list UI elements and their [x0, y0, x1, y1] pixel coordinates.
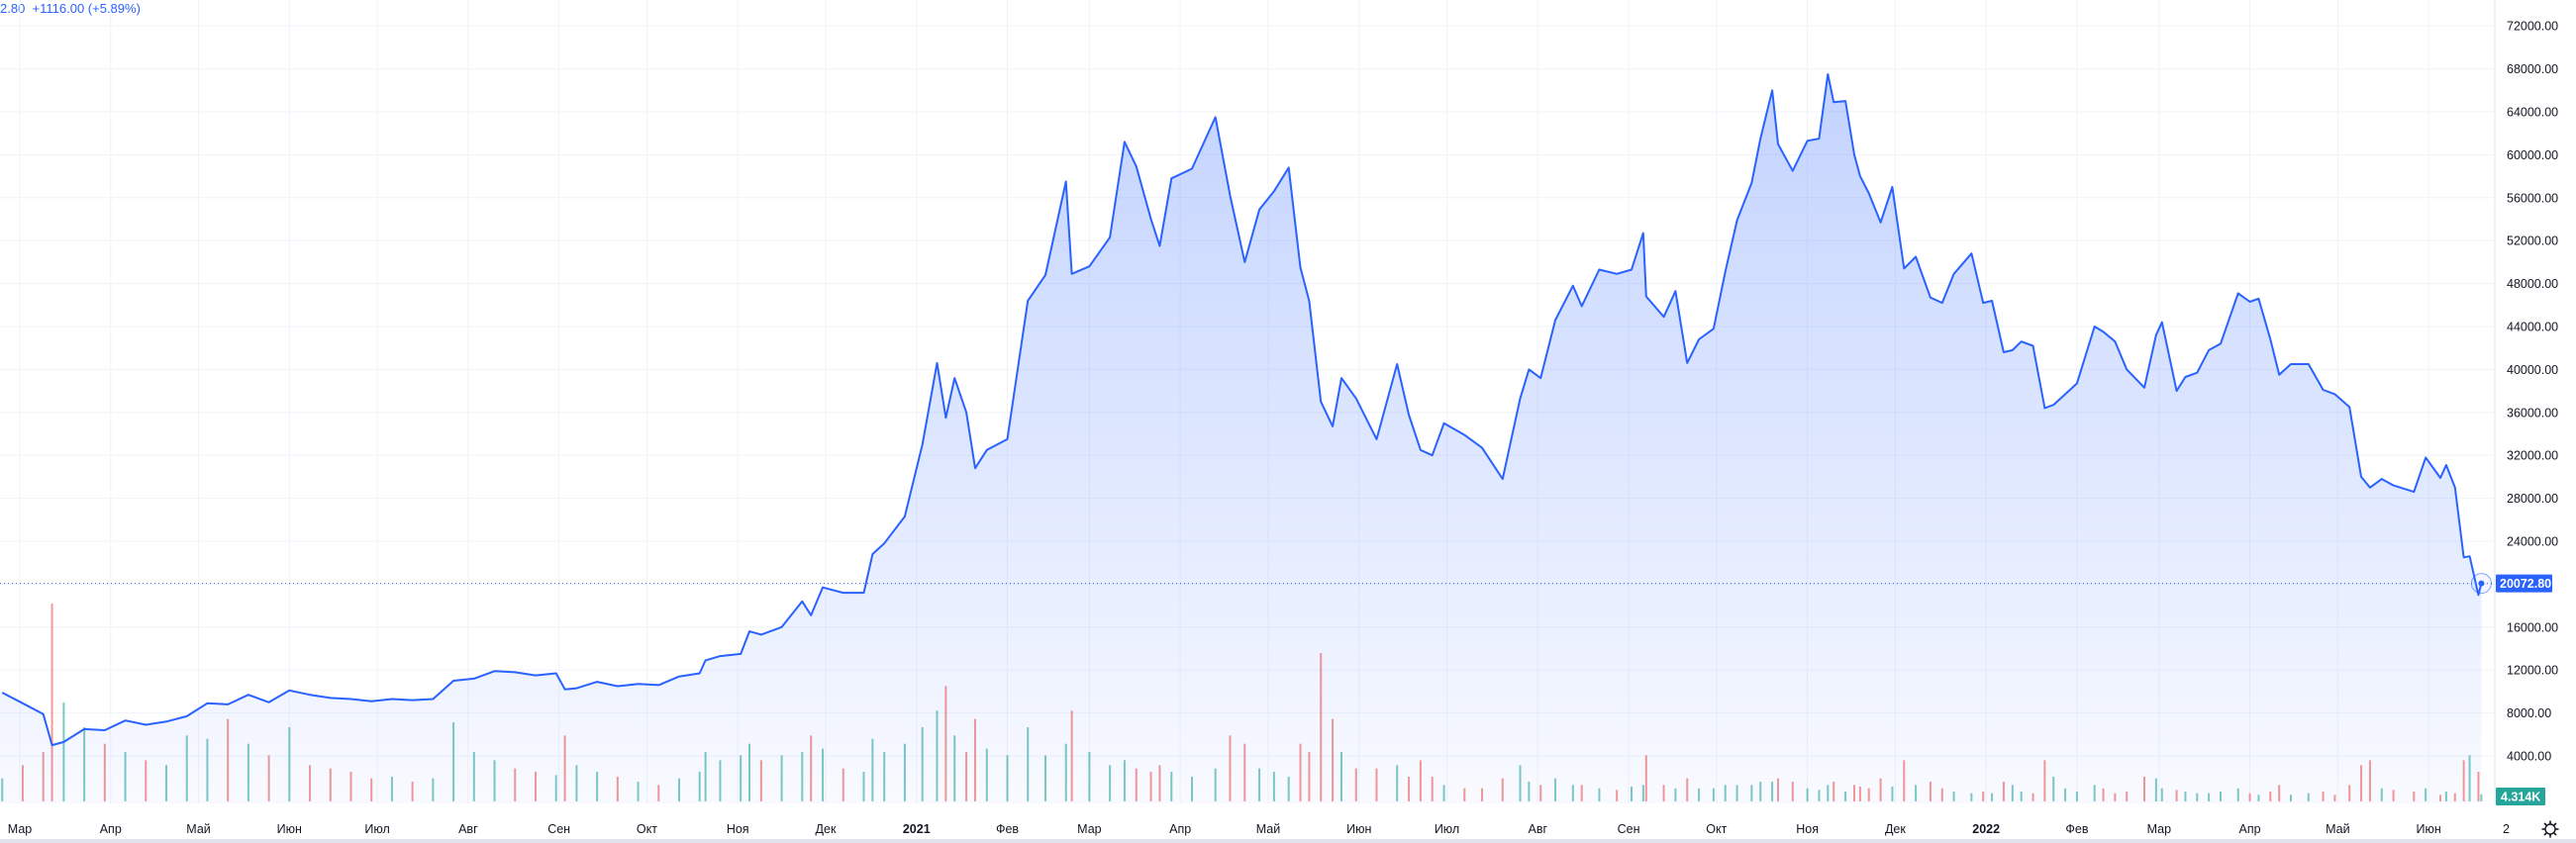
x-tick-label: 2 [2503, 822, 2510, 836]
time-axis[interactable]: Мар Апр Май Июн Июл Авг Сен Окт Ноя Дек 2021 Фев Мар… [8, 822, 2510, 836]
x-tick-label: Апр [2239, 822, 2261, 836]
x-tick-label: Фев [2065, 822, 2088, 836]
x-tick-label: Май [2326, 822, 2350, 836]
x-tick-label: Авг [458, 822, 478, 836]
x-tick-label: Сен [1618, 822, 1640, 836]
current-price-value: 20072.80 [2500, 577, 2551, 591]
y-tick-label: 12000.00 [2507, 664, 2558, 678]
x-tick-label: Фев [996, 822, 1019, 836]
legend-price-change: 2.80 +1116.00 (+5.89%) [0, 1, 141, 16]
x-tick-label: Июн [2416, 822, 2440, 836]
y-tick-label: 36000.00 [2507, 406, 2558, 420]
x-tick-label: Апр [100, 822, 122, 836]
y-tick-label: 64000.00 [2507, 106, 2558, 120]
x-tick-label: Сен [547, 822, 570, 836]
x-tick-label: Мар [2147, 822, 2172, 836]
x-tick-label: Июн [277, 822, 302, 836]
y-tick-label: 40000.00 [2507, 363, 2558, 377]
price-line [1, 73, 2483, 747]
x-tick-label: Июн [1346, 822, 1371, 836]
x-tick-label: Июл [364, 822, 389, 836]
x-tick-label: Мар [8, 822, 33, 836]
y-tick-label: 8000.00 [2507, 706, 2551, 720]
gear-icon[interactable] [2540, 819, 2560, 839]
y-tick-label: 16000.00 [2507, 620, 2558, 634]
price-area-fill [0, 74, 2482, 803]
y-tick-label: 4000.00 [2507, 750, 2551, 764]
x-tick-label: Мар [1077, 822, 1102, 836]
x-tick-label: Май [1256, 822, 1281, 836]
price-axis[interactable]: 4000.00 8000.00 12000.00 16000.00 24000.00 28… [2507, 20, 2558, 764]
x-tick-label: Окт [1706, 822, 1727, 836]
y-tick-label: 48000.00 [2507, 277, 2558, 291]
last-price-dot [2478, 580, 2485, 587]
x-tick-label: Апр [1169, 822, 1191, 836]
x-tick-label: Авг [1529, 822, 1548, 836]
last-price-marker [2470, 573, 2492, 595]
y-tick-label: 32000.00 [2507, 449, 2558, 463]
y-tick-label: 60000.00 [2507, 148, 2558, 162]
bottom-border [0, 839, 2576, 843]
volume-value: 4.314K [2501, 791, 2540, 804]
x-tick-label: Май [186, 822, 211, 836]
y-tick-label: 72000.00 [2507, 20, 2558, 34]
x-tick-label: Ноя [727, 822, 749, 836]
y-tick-label: 28000.00 [2507, 492, 2558, 506]
volume-bar [50, 604, 53, 801]
x-tick-label: 2022 [1972, 822, 2000, 836]
x-tick-label: Дек [1885, 822, 1906, 836]
y-tick-label: 24000.00 [2507, 535, 2558, 549]
x-tick-label: 2021 [903, 822, 931, 836]
x-tick-label: Дек [816, 822, 837, 836]
y-tick-label: 52000.00 [2507, 234, 2558, 248]
current-price-label: 20072.80 [2496, 574, 2552, 593]
x-tick-label: Ноя [1796, 822, 1819, 836]
y-tick-label: 56000.00 [2507, 191, 2558, 205]
x-tick-label: Июл [1435, 822, 1459, 836]
y-tick-label: 44000.00 [2507, 321, 2558, 334]
y-tick-label: 68000.00 [2507, 62, 2558, 76]
x-tick-label: Окт [637, 822, 657, 836]
volume-label: 4.314K [2496, 788, 2545, 805]
